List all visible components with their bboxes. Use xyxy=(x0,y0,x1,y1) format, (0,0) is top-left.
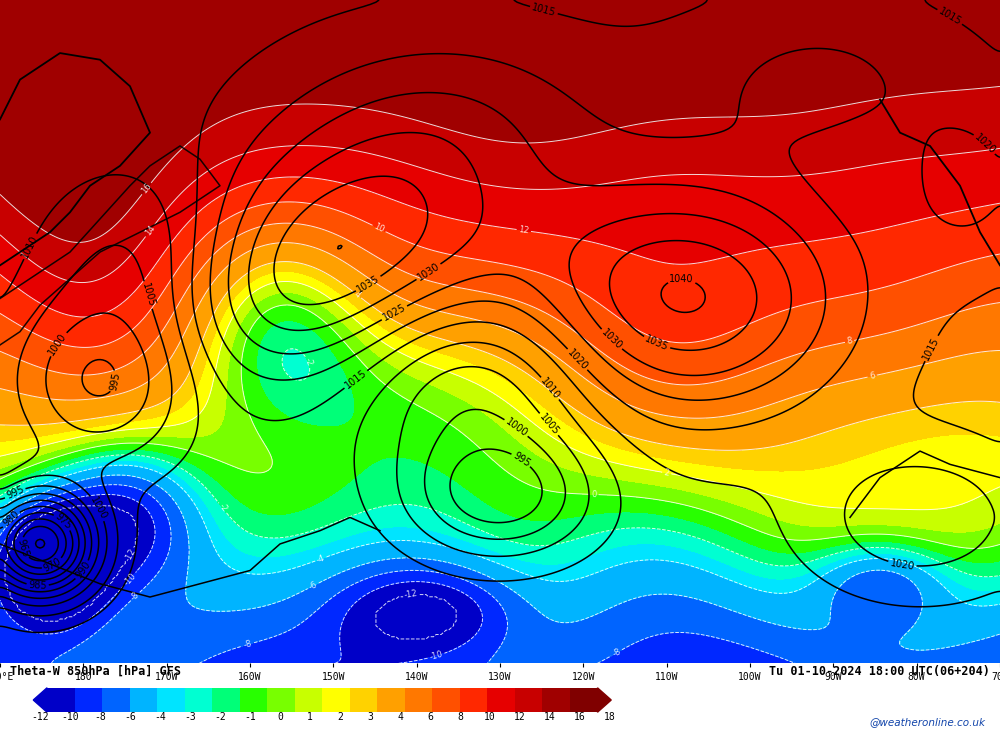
Text: -12: -12 xyxy=(123,547,138,563)
Bar xyxy=(157,688,185,712)
Text: 1015: 1015 xyxy=(921,335,941,361)
Text: 2: 2 xyxy=(337,712,343,723)
Text: 0: 0 xyxy=(277,712,283,723)
Bar xyxy=(130,688,157,712)
Text: 12: 12 xyxy=(518,225,530,235)
Text: -12: -12 xyxy=(31,712,49,723)
Text: 995: 995 xyxy=(109,372,122,391)
Bar xyxy=(295,688,322,712)
Text: -12: -12 xyxy=(404,589,418,600)
Text: 4: 4 xyxy=(397,712,403,723)
Text: 1025: 1025 xyxy=(381,303,408,323)
Text: -10: -10 xyxy=(61,712,79,723)
Text: 10: 10 xyxy=(484,712,496,723)
Text: 6: 6 xyxy=(869,371,876,381)
Text: 12: 12 xyxy=(514,712,526,723)
Text: -4: -4 xyxy=(154,712,166,723)
Text: 975: 975 xyxy=(53,512,73,531)
Text: Tu 01-10-2024 18:00 UTC(06+204): Tu 01-10-2024 18:00 UTC(06+204) xyxy=(769,665,990,678)
Text: -10: -10 xyxy=(122,571,138,587)
Text: -8: -8 xyxy=(129,590,141,603)
Text: 1020: 1020 xyxy=(973,132,997,155)
Bar xyxy=(350,688,377,712)
Bar xyxy=(185,688,212,712)
Text: -1: -1 xyxy=(244,712,256,723)
Text: 14: 14 xyxy=(544,712,556,723)
Bar xyxy=(212,688,240,712)
Text: 1000: 1000 xyxy=(47,331,69,357)
Bar xyxy=(460,688,487,712)
Text: 0: 0 xyxy=(591,490,597,499)
Text: 14: 14 xyxy=(143,224,157,237)
Text: Theta-W 850hPa [hPa] GFS: Theta-W 850hPa [hPa] GFS xyxy=(10,665,181,678)
Text: 1: 1 xyxy=(307,712,313,723)
Text: 990: 990 xyxy=(73,560,92,581)
Text: 1020: 1020 xyxy=(889,558,915,572)
Text: 1015: 1015 xyxy=(937,6,963,27)
Text: -2: -2 xyxy=(303,356,314,367)
Text: 995: 995 xyxy=(5,485,26,501)
Bar xyxy=(267,688,295,712)
Text: -8: -8 xyxy=(611,647,622,659)
Text: 995: 995 xyxy=(511,450,532,469)
Text: 1035: 1035 xyxy=(643,334,670,353)
Text: 1040: 1040 xyxy=(669,274,694,284)
Bar xyxy=(47,688,75,712)
Text: 16: 16 xyxy=(574,712,586,723)
Text: 1005: 1005 xyxy=(537,412,561,437)
Text: 8: 8 xyxy=(846,336,853,346)
Text: 16: 16 xyxy=(140,182,153,196)
Bar xyxy=(75,688,102,712)
Bar xyxy=(515,688,542,712)
Text: -10: -10 xyxy=(428,649,444,662)
Text: 6: 6 xyxy=(427,712,433,723)
Text: 1020: 1020 xyxy=(565,347,590,372)
Bar xyxy=(377,688,405,712)
Bar xyxy=(570,688,597,712)
Bar xyxy=(432,688,460,712)
Text: -6: -6 xyxy=(308,580,319,592)
Text: 985: 985 xyxy=(28,581,47,592)
Text: 1030: 1030 xyxy=(599,328,624,352)
Text: 1015: 1015 xyxy=(343,368,369,391)
Text: -2: -2 xyxy=(214,712,226,723)
Text: 2: 2 xyxy=(663,468,670,478)
Text: -8: -8 xyxy=(243,639,253,650)
Text: 1005: 1005 xyxy=(140,282,156,309)
Text: -4: -4 xyxy=(315,553,326,564)
Text: -2: -2 xyxy=(217,502,229,514)
Text: 18: 18 xyxy=(604,712,616,723)
Text: 1035: 1035 xyxy=(355,273,382,295)
Text: 1030: 1030 xyxy=(416,261,442,283)
Text: 1000: 1000 xyxy=(503,416,529,439)
Text: 965: 965 xyxy=(15,538,30,559)
Text: 8: 8 xyxy=(457,712,463,723)
Text: 970: 970 xyxy=(42,556,63,574)
Bar xyxy=(322,688,350,712)
Text: 1010: 1010 xyxy=(20,233,40,259)
Text: -8: -8 xyxy=(94,712,106,723)
FancyArrow shape xyxy=(597,688,611,712)
Bar xyxy=(405,688,432,712)
Text: 980: 980 xyxy=(1,509,21,529)
Bar xyxy=(487,688,515,712)
Bar xyxy=(542,688,570,712)
Bar xyxy=(240,688,267,712)
Text: -3: -3 xyxy=(184,712,196,723)
Text: 1010: 1010 xyxy=(539,375,562,401)
Text: 4: 4 xyxy=(353,290,362,301)
Text: 1015: 1015 xyxy=(531,2,557,18)
Text: 3: 3 xyxy=(367,712,373,723)
Text: @weatheronline.co.uk: @weatheronline.co.uk xyxy=(869,718,985,727)
Text: 1000: 1000 xyxy=(88,495,108,521)
FancyArrow shape xyxy=(33,688,47,712)
Text: -6: -6 xyxy=(124,712,136,723)
Bar xyxy=(102,688,130,712)
Text: 10: 10 xyxy=(372,222,386,235)
